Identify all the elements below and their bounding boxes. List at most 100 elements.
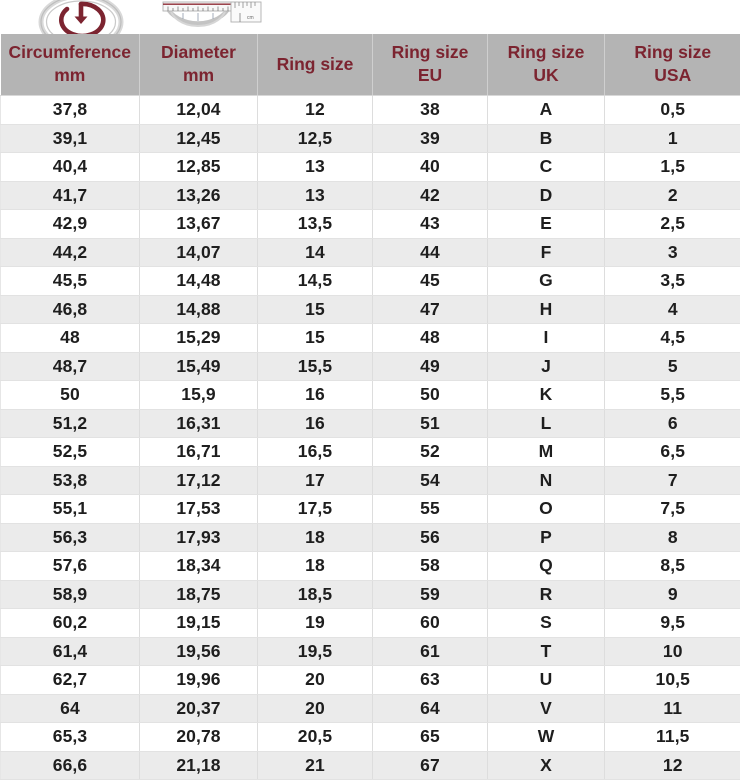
cell-circumference: 55,1 [1, 495, 140, 524]
cell-ring-size-eu: 52 [373, 438, 488, 467]
cell-circumference: 44,2 [1, 238, 140, 267]
cell-diameter: 12,45 [140, 124, 258, 153]
header-line1: Ring size [277, 54, 354, 74]
cell-ring-size-eu: 39 [373, 124, 488, 153]
cell-ring-size-uk: P [488, 523, 605, 552]
cell-ring-size-eu: 61 [373, 637, 488, 666]
ring-circumference-icon [22, 0, 140, 34]
cell-ring-size-eu: 45 [373, 267, 488, 296]
cell-ring-size-eu: 60 [373, 609, 488, 638]
measurement-icon-strip: cm [0, 0, 740, 34]
cell-ring-size-usa: 10,5 [605, 666, 740, 695]
cell-ring-size-usa: 11 [605, 694, 740, 723]
cell-ring-size-uk: H [488, 295, 605, 324]
cell-ring-size: 21 [258, 751, 373, 780]
cell-ring-size-eu: 63 [373, 666, 488, 695]
cell-ring-size-uk: Q [488, 552, 605, 581]
cell-circumference: 65,3 [1, 723, 140, 752]
cell-diameter: 15,49 [140, 352, 258, 381]
cell-ring-size-uk: V [488, 694, 605, 723]
cell-ring-size-usa: 3,5 [605, 267, 740, 296]
cell-ring-size: 18 [258, 552, 373, 581]
cell-ring-size-usa: 4,5 [605, 324, 740, 353]
cell-ring-size: 18,5 [258, 580, 373, 609]
cell-ring-size-eu: 55 [373, 495, 488, 524]
cell-diameter: 13,26 [140, 181, 258, 210]
column-header-circumference: Circumference mm [1, 34, 140, 96]
cell-ring-size-usa: 9,5 [605, 609, 740, 638]
cell-ring-size: 15 [258, 324, 373, 353]
cell-ring-size: 15 [258, 295, 373, 324]
cell-diameter: 19,15 [140, 609, 258, 638]
cell-ring-size: 13 [258, 153, 373, 182]
cell-circumference: 42,9 [1, 210, 140, 239]
cell-ring-size: 17 [258, 466, 373, 495]
cell-ring-size-uk: F [488, 238, 605, 267]
cell-circumference: 50 [1, 381, 140, 410]
cell-ring-size-uk: K [488, 381, 605, 410]
cell-ring-size-eu: 44 [373, 238, 488, 267]
cell-ring-size-uk: R [488, 580, 605, 609]
header-line2: USA [607, 64, 739, 87]
cell-ring-size-usa: 9 [605, 580, 740, 609]
cell-ring-size-uk: M [488, 438, 605, 467]
cell-ring-size-eu: 49 [373, 352, 488, 381]
cell-ring-size-uk: L [488, 409, 605, 438]
cell-ring-size-usa: 1,5 [605, 153, 740, 182]
cell-ring-size: 16 [258, 381, 373, 410]
cell-ring-size-eu: 54 [373, 466, 488, 495]
cell-ring-size-eu: 58 [373, 552, 488, 581]
column-header-ring-size-uk: Ring size UK [488, 34, 605, 96]
cell-circumference: 64 [1, 694, 140, 723]
cell-ring-size-eu: 42 [373, 181, 488, 210]
cell-ring-size-eu: 47 [373, 295, 488, 324]
cell-ring-size-usa: 6 [605, 409, 740, 438]
cell-ring-size-usa: 3 [605, 238, 740, 267]
cell-diameter: 17,93 [140, 523, 258, 552]
cell-ring-size: 16 [258, 409, 373, 438]
header-line2: mm [3, 64, 138, 87]
cell-circumference: 51,2 [1, 409, 140, 438]
cell-diameter: 16,31 [140, 409, 258, 438]
cell-ring-size-uk: G [488, 267, 605, 296]
cell-diameter: 20,78 [140, 723, 258, 752]
cell-diameter: 18,34 [140, 552, 258, 581]
column-header-diameter: Diameter mm [140, 34, 258, 96]
cell-diameter: 14,88 [140, 295, 258, 324]
column-header-ring-size: Ring size [258, 34, 373, 96]
cell-ring-size-uk: N [488, 466, 605, 495]
cell-circumference: 61,4 [1, 637, 140, 666]
cell-ring-size: 13 [258, 181, 373, 210]
cell-ring-size-usa: 2,5 [605, 210, 740, 239]
cell-circumference: 57,6 [1, 552, 140, 581]
cell-ring-size: 18 [258, 523, 373, 552]
cell-diameter: 17,53 [140, 495, 258, 524]
cell-ring-size-usa: 5 [605, 352, 740, 381]
cell-ring-size-usa: 12 [605, 751, 740, 780]
cell-ring-size-uk: J [488, 352, 605, 381]
cell-ring-size-usa: 5,5 [605, 381, 740, 410]
header-line1: Ring size [392, 42, 469, 62]
cell-circumference: 39,1 [1, 124, 140, 153]
cell-ring-size-uk: U [488, 666, 605, 695]
cell-ring-size-uk: D [488, 181, 605, 210]
column-header-ring-size-usa: Ring size USA [605, 34, 740, 96]
ring-diameter-ruler-icon: cm [152, 0, 264, 34]
header-line2: UK [490, 64, 602, 87]
cell-ring-size-usa: 10 [605, 637, 740, 666]
cell-circumference: 41,7 [1, 181, 140, 210]
cell-circumference: 66,6 [1, 751, 140, 780]
cell-ring-size: 20 [258, 666, 373, 695]
cell-ring-size-uk: O [488, 495, 605, 524]
cell-ring-size-eu: 65 [373, 723, 488, 752]
